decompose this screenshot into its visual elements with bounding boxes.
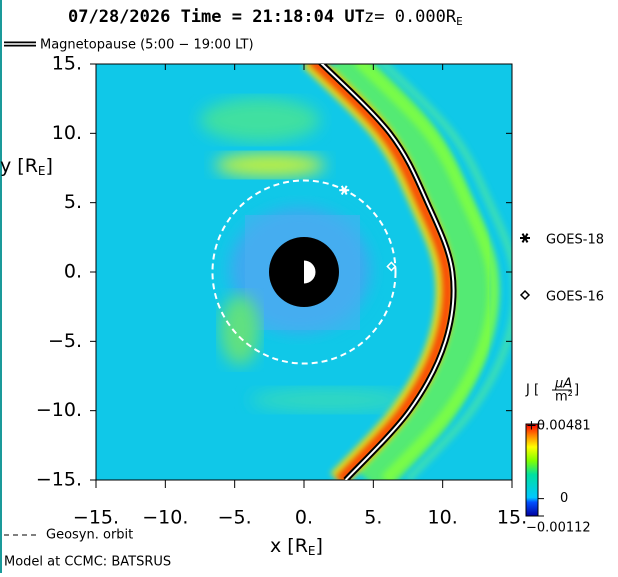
marker-star — [339, 185, 350, 196]
y-tick-label: 0. — [64, 261, 82, 283]
current-band — [308, 64, 453, 480]
left-border — [0, 0, 2, 573]
legend-label: GOES-16 — [546, 290, 604, 305]
footer: Model at CCMC: BATSRUS — [4, 555, 171, 570]
magnetopause — [320, 64, 455, 480]
chart-title: 07/28/2026 Time = 21:18:04 UT — [68, 7, 365, 27]
colorbar-tick-label: 0 — [560, 491, 568, 506]
geosyn-orbit — [211, 179, 397, 365]
legend-orbit-label: Geosyn. orbit — [46, 528, 133, 543]
colorbar-label: J [ — [525, 383, 539, 398]
y-tick-label: 15. — [52, 53, 82, 75]
field — [96, 64, 512, 480]
y-tick-label: 10. — [52, 122, 82, 144]
x-tick-label: 15. — [497, 507, 527, 529]
z-label: z= 0.000RE — [364, 7, 463, 28]
colorbar-label-end: ] — [574, 383, 579, 398]
star-stroke — [340, 185, 348, 196]
y-tick-label: 5. — [64, 191, 82, 213]
x-label: x [RE] — [270, 535, 323, 558]
colorbar — [525, 423, 539, 517]
y-tick-label: −15. — [36, 469, 82, 491]
field-blob — [215, 153, 325, 177]
field-blob — [250, 388, 410, 412]
colorbar-label-num: μA — [554, 377, 572, 392]
field-blob — [220, 295, 260, 365]
colorbar-tick-label: +0.00481 — [526, 419, 591, 434]
colorbar-tick-label: −0.00112 — [526, 521, 591, 536]
x-tick-label: −5. — [218, 507, 252, 529]
legend-label: GOES-18 — [546, 233, 604, 248]
y-tick-label: −10. — [36, 399, 82, 421]
legend-label: Magnetopause (5:00 − 19:00 LT) — [40, 38, 254, 53]
current-band — [378, 64, 512, 480]
y-label: y [RE] — [0, 155, 53, 178]
x-tick-label: −10. — [142, 507, 188, 529]
current-band — [353, 64, 500, 480]
marker-diamond — [519, 289, 531, 301]
marker-diamond — [386, 261, 397, 272]
x-tick-label: 5. — [364, 507, 382, 529]
marker-star — [520, 233, 530, 243]
x-tick-label: 0. — [295, 507, 313, 529]
x-tick-label: −15. — [73, 507, 119, 529]
y-tick-label: −5. — [48, 330, 82, 352]
colorbar-label-den: m² — [555, 390, 573, 405]
star-stroke — [521, 233, 529, 243]
earth-night — [292, 260, 304, 284]
x-tick-label: 10. — [428, 507, 458, 529]
field-blob — [200, 98, 320, 142]
current-band — [324, 64, 498, 480]
